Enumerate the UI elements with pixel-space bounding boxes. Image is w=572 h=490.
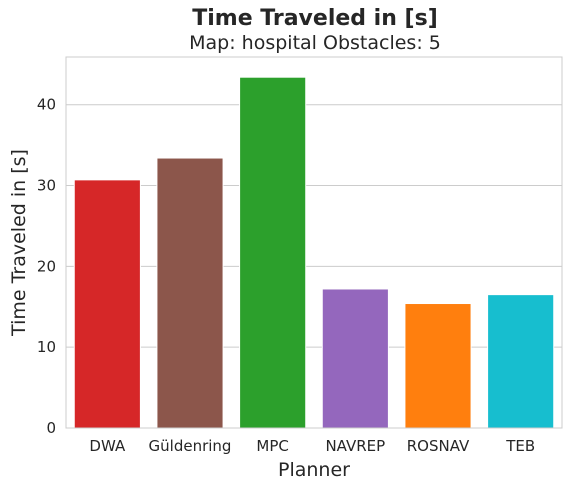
bars	[73, 76, 555, 429]
y-tick-labels: 0 10 20 30 40	[37, 96, 56, 437]
y-tick-label: 10	[37, 338, 56, 356]
x-axis-label: Planner	[278, 459, 350, 481]
x-tick-label: Güldenring	[149, 437, 232, 455]
bar-mpc	[239, 76, 307, 429]
y-tick-label: 0	[46, 419, 56, 437]
x-tick-label: NAVREP	[325, 437, 385, 455]
plot-frame	[65, 56, 563, 429]
y-tick-label: 40	[37, 96, 56, 114]
bar-güldenring	[156, 157, 224, 429]
y-tick-label: 20	[37, 257, 56, 275]
bar-teb	[487, 294, 555, 429]
bar-navrep	[321, 288, 389, 429]
y-axis-label: Time Traveled in [s]	[8, 149, 30, 337]
x-tick-label: MPC	[256, 437, 288, 455]
bar-dwa	[73, 179, 141, 429]
x-tick-labels: DWA Güldenring MPC NAVREP ROSNAV TEB	[89, 437, 535, 455]
chart-subtitle: Map: hospital Obstacles: 5	[189, 32, 441, 54]
chart-title: Time Traveled in [s]	[192, 6, 438, 31]
bar-rosnav	[404, 303, 472, 429]
y-tick-label: 30	[37, 177, 56, 195]
x-tick-label: ROSNAV	[407, 437, 470, 455]
x-tick-label: TEB	[505, 437, 535, 455]
x-tick-label: DWA	[89, 437, 126, 455]
